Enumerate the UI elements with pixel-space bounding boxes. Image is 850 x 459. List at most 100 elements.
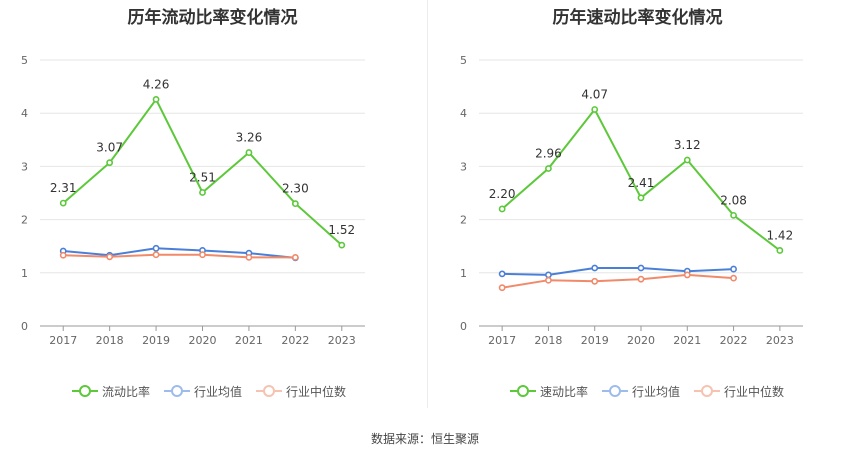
data-label: 2.31: [50, 181, 77, 195]
data-point: [683, 156, 691, 164]
legend-item-current-ratio[interactable]: 流动比率: [72, 383, 150, 400]
data-label: 2.08: [720, 193, 747, 207]
data-point: [591, 264, 599, 272]
data-point: [106, 159, 114, 167]
data-label: 3.26: [236, 131, 263, 145]
legend-current-ratio: 流动比率 行业均值 行业中位数: [72, 382, 360, 400]
x-tick-label: 2018: [96, 334, 124, 347]
data-point: [106, 253, 114, 261]
y-tick-label: 1: [21, 267, 28, 280]
y-tick-label: 2: [460, 214, 467, 227]
legend-item-industry-median[interactable]: 行业中位数: [694, 383, 784, 400]
data-point: [591, 277, 599, 285]
data-point: [199, 189, 206, 196]
current-ratio-chart: 0 1 2 3 4 5 2017 2018 2019 2020 2021 2022 2023 2.31 3.…: [21, 54, 365, 347]
y-tick-label: 3: [21, 160, 28, 173]
legend-label: 流动比率: [102, 384, 151, 399]
data-point: [498, 270, 506, 278]
data-point: [730, 265, 737, 273]
data-label: 2.20: [489, 187, 516, 201]
data-label: 2.51: [189, 170, 216, 184]
data-point: [245, 149, 253, 156]
data-point: [152, 244, 160, 252]
data-label: 3.12: [674, 138, 701, 152]
data-point: [683, 271, 691, 279]
y-tick-label: 3: [460, 160, 467, 173]
chart-title-current-ratio: 历年流动比率变化情况: [127, 8, 298, 28]
data-point: [776, 247, 784, 254]
legend-marker-industry-mean: [164, 385, 191, 397]
x-tick-label: 2017: [49, 334, 77, 347]
legend-marker-current-ratio: [72, 385, 98, 397]
data-point: [245, 253, 253, 261]
data-point: [730, 274, 737, 282]
x-tick-label: 2022: [720, 334, 748, 347]
legend-label: 行业均值: [194, 384, 243, 399]
data-point: [545, 276, 552, 284]
y-tick-label: 2: [21, 214, 28, 227]
x-tick-label: 2017: [488, 334, 516, 347]
y-tick-label: 5: [21, 54, 28, 67]
y-tick-label: 1: [460, 267, 467, 280]
data-label: 4.26: [143, 77, 170, 91]
y-tick-label: 4: [21, 107, 28, 120]
data-point: [637, 194, 645, 202]
legend-marker-industry-median: [256, 385, 283, 397]
legend-item-industry-mean[interactable]: 行业均值: [602, 383, 680, 400]
legend-item-industry-median[interactable]: 行业中位数: [256, 383, 346, 400]
y-tick-label: 5: [460, 54, 467, 67]
x-tick-label: 2019: [142, 334, 170, 347]
data-label: 3.07: [96, 141, 123, 155]
legend-marker-industry-mean: [602, 385, 629, 397]
data-point: [152, 95, 160, 103]
legend-item-industry-mean[interactable]: 行业均值: [164, 383, 242, 400]
data-point: [591, 106, 599, 113]
series-line: [63, 253, 296, 259]
series-line: [501, 273, 734, 289]
data-point: [498, 284, 506, 292]
data-label: 2.41: [628, 176, 655, 190]
x-tick-label: 2022: [281, 334, 309, 347]
data-point: [59, 199, 67, 207]
chart-title-quick-ratio: 历年速动比率变化情况: [552, 8, 723, 28]
panel-divider: [427, 0, 428, 408]
data-point: [338, 241, 346, 249]
x-tick-label: 2020: [627, 334, 655, 347]
legend-label: 速动比率: [540, 384, 589, 399]
quick-ratio-chart: 0 1 2 3 4 5 2017 2018 2019 2020 2021 2022 2023 2.20 2.…: [460, 54, 803, 347]
data-point: [498, 205, 506, 213]
legend-quick-ratio: 速动比率 行业均值 行业中位数: [510, 382, 798, 400]
x-tick-label: 2023: [766, 334, 794, 347]
data-point: [291, 253, 299, 261]
data-point: [730, 211, 737, 219]
data-point: [59, 251, 67, 259]
x-tick-label: 2023: [328, 334, 356, 347]
data-point: [637, 264, 645, 272]
y-tick-label: 0: [460, 320, 467, 333]
x-tick-label: 2021: [673, 334, 701, 347]
data-source-note: 数据来源：恒生聚源: [370, 432, 479, 446]
legend-marker-industry-median: [694, 385, 721, 397]
y-tick-label: 4: [460, 107, 467, 120]
series-line: [63, 247, 296, 259]
data-point: [545, 165, 552, 172]
x-tick-label: 2019: [581, 334, 609, 347]
data-label: 2.30: [282, 182, 309, 196]
legend-item-quick-ratio[interactable]: 速动比率: [510, 383, 588, 400]
data-point: [291, 200, 299, 208]
series-line: [502, 267, 734, 276]
legend-marker-quick-ratio: [510, 385, 536, 397]
x-tick-label: 2018: [534, 334, 562, 347]
x-tick-label: 2021: [235, 334, 263, 347]
data-point: [545, 271, 552, 279]
data-point: [199, 251, 206, 259]
data-point: [637, 275, 645, 283]
data-label: 1.42: [766, 228, 793, 242]
data-point: [152, 251, 160, 259]
data-label: 4.07: [581, 87, 608, 101]
data-label: 1.52: [328, 223, 355, 237]
legend-label: 行业中位数: [286, 384, 347, 399]
x-tick-label: 2020: [189, 334, 217, 347]
y-tick-label: 0: [21, 320, 28, 333]
legend-label: 行业中位数: [724, 384, 785, 399]
